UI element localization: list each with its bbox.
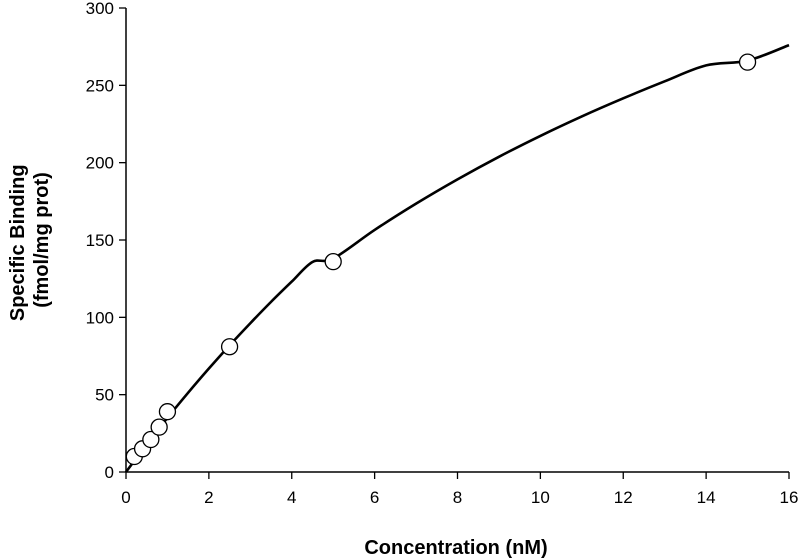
x-tick-label: 6 (370, 488, 379, 507)
data-point (142, 430, 160, 449)
fit-curve-layer (124, 43, 790, 473)
data-point (150, 418, 168, 436)
x-tick-label: 12 (614, 488, 633, 507)
fit-curve (124, 43, 790, 473)
y-tick-label: 0 (105, 463, 114, 482)
x-tick-label: 4 (287, 488, 296, 507)
data-point (738, 53, 757, 71)
y-tick-label: 150 (86, 231, 114, 250)
data-points-layer (125, 53, 757, 466)
x-tick-label: 16 (780, 488, 799, 507)
x-tick-label: 10 (531, 488, 550, 507)
y-tick-label: 50 (95, 386, 114, 405)
data-point (220, 338, 239, 356)
y-axis-ticks: 0 50 100 150 200 250 300 (86, 0, 126, 482)
x-tick-label: 8 (453, 488, 462, 507)
x-axis-ticks: 0 2 4 6 8 10 12 14 16 (121, 472, 798, 507)
y-axis-title-line-1: Specific Binding (7, 164, 29, 321)
y-tick-label: 300 (86, 0, 114, 18)
y-tick-label: 100 (86, 308, 114, 327)
data-point (158, 403, 177, 421)
x-tick-label: 14 (697, 488, 716, 507)
y-tick-label: 250 (86, 76, 114, 95)
data-point (324, 253, 342, 271)
y-axis-title-line-2: (fmol/mg prot) (31, 172, 53, 308)
y-tick-label: 200 (86, 154, 114, 173)
x-tick-label: 0 (121, 488, 130, 507)
axes (125, 8, 789, 473)
y-axis-title: Specific Binding (fmol/mg prot) (7, 159, 53, 321)
x-tick-label: 2 (204, 488, 213, 507)
x-axis-title: Concentration (nM) (364, 537, 547, 559)
